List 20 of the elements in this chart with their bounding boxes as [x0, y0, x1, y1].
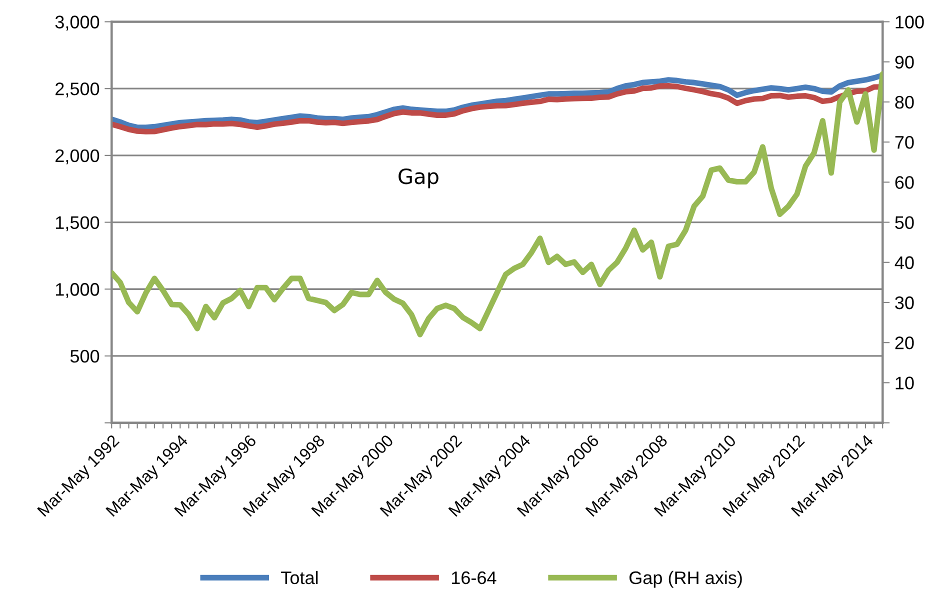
y2-tick-label: 70 — [895, 136, 914, 149]
y2-tick-label: 40 — [894, 256, 914, 270]
y-tick-label: 2,000 — [56, 149, 100, 164]
legend-label: Gap (RH axis) — [630, 570, 742, 588]
y-tick-label: 1,500 — [56, 216, 100, 232]
y-tick-label: 1,000 — [56, 283, 100, 298]
y2-tick-label: 20 — [895, 336, 914, 350]
y-tick-label: 2,500 — [56, 82, 100, 98]
y2-tick-label: 100 — [896, 16, 924, 28]
legend-label: 16-64 — [452, 571, 496, 584]
y2-tick-label: 60 — [895, 176, 914, 189]
y2-tick-label: 50 — [895, 216, 914, 229]
y-tick-label: 3,000 — [55, 16, 100, 31]
y2-tick-label: 10 — [896, 376, 914, 390]
legend-label: Total — [281, 570, 318, 584]
y2-tick-label: 80 — [895, 96, 914, 109]
annotation: Gap — [398, 168, 438, 188]
y2-tick-label: 30 — [895, 296, 914, 310]
y-tick-label: 500 — [70, 350, 100, 363]
y2-tick-label: 90 — [895, 56, 914, 69]
